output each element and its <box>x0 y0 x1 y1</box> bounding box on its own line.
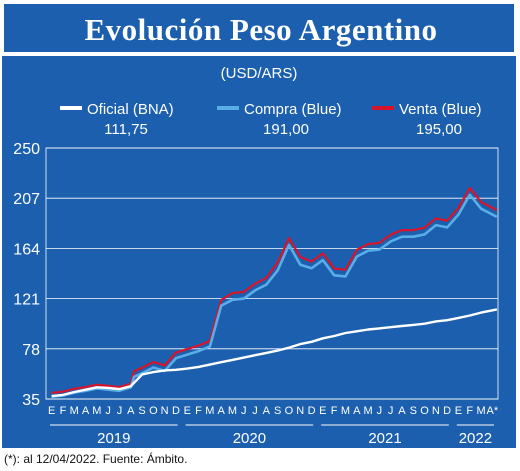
footnote: (*): al 12/04/2022. Fuente: Ámbito. <box>4 452 188 466</box>
unit-label: (USD/ARS) <box>221 65 298 82</box>
legend-label-2: Venta (Blue) <box>399 101 482 118</box>
y-tick-label: 207 <box>13 191 40 208</box>
x-tick-label: M <box>92 405 101 417</box>
x-tick-label: A <box>353 405 361 417</box>
legend-label-1: Compra (Blue) <box>244 101 342 118</box>
grid <box>45 147 499 400</box>
x-tick-label: J <box>117 405 123 417</box>
x-tick-label: M <box>341 405 350 417</box>
x-tick-label: O <box>420 405 429 417</box>
x-tick-label: J <box>377 405 383 417</box>
x-tick-label: O <box>285 405 294 417</box>
x-tick-label: M <box>476 405 485 417</box>
title-bar: Evolución Peso Argentino <box>2 2 516 54</box>
x-tick-label: D <box>172 405 180 417</box>
series-line-2 <box>51 186 498 394</box>
x-tick-label: E <box>455 405 462 417</box>
x-tick-label: J <box>388 405 394 417</box>
x-tick-label: E <box>48 405 55 417</box>
x-tick-label: J <box>105 405 111 417</box>
x-tick-label: N <box>296 405 304 417</box>
x-tick-label: J <box>252 405 258 417</box>
x-tick-label: E <box>319 405 326 417</box>
x-tick-label: A* <box>487 405 499 417</box>
x-tick-label: F <box>60 405 67 417</box>
y-tick-label: 35 <box>22 392 40 409</box>
legend-label-0: Oficial (BNA) <box>87 101 174 118</box>
chart-title: Evolución Peso Argentino <box>84 12 438 47</box>
legend-value-0: 111,75 <box>104 121 148 138</box>
x-tick-label: M <box>363 405 372 417</box>
year-label: 2019 <box>97 430 130 447</box>
x-tick-label: N <box>432 405 440 417</box>
x-tick-label: E <box>184 405 191 417</box>
series-lines <box>51 186 498 398</box>
x-tick-label: S <box>410 405 417 417</box>
y-tick-label: 121 <box>13 292 40 309</box>
series-line-1 <box>51 193 498 398</box>
x-tick-label: D <box>443 405 451 417</box>
chart-frame: Evolución Peso Argentino 35 78 121 164 207 25… <box>2 2 516 448</box>
x-tick-label: A <box>217 405 225 417</box>
x-tick-label: A <box>398 405 406 417</box>
series-line-0 <box>51 308 498 398</box>
x-tick-label: M <box>205 405 214 417</box>
plot-border <box>45 147 499 400</box>
x-tick-label: M <box>228 405 237 417</box>
x-tick-label: S <box>274 405 281 417</box>
legend: (USD/ARS) Oficial (BNA) 111,75 Compra (Blue… <box>60 65 482 138</box>
x-tick-label: F <box>331 405 338 417</box>
y-tick-label: 164 <box>13 241 40 258</box>
x-tick-label: N <box>161 405 169 417</box>
year-label: 2022 <box>459 430 492 447</box>
x-tick-label: O <box>149 405 158 417</box>
chart-panel: 35 78 121 164 207 250 E F M A M J J A S O N D E F M A M J J A S O N D… <box>2 56 516 448</box>
x-tick-label: A <box>127 405 135 417</box>
legend-value-2: 195,00 <box>416 121 462 138</box>
x-tick-label: M <box>70 405 79 417</box>
x-tick-label: F <box>466 405 473 417</box>
x-tick-label: S <box>138 405 145 417</box>
y-tick-label: 78 <box>22 342 40 359</box>
x-tick-label: A <box>263 405 271 417</box>
legend-value-1: 191,00 <box>263 121 309 138</box>
x-tick-label: J <box>241 405 247 417</box>
x-tick-label: F <box>195 405 202 417</box>
x-tick-label: D <box>308 405 316 417</box>
year-label: 2020 <box>233 430 266 447</box>
y-tick-label: 250 <box>13 141 40 158</box>
year-label: 2021 <box>368 430 401 447</box>
x-tick-label: A <box>82 405 90 417</box>
